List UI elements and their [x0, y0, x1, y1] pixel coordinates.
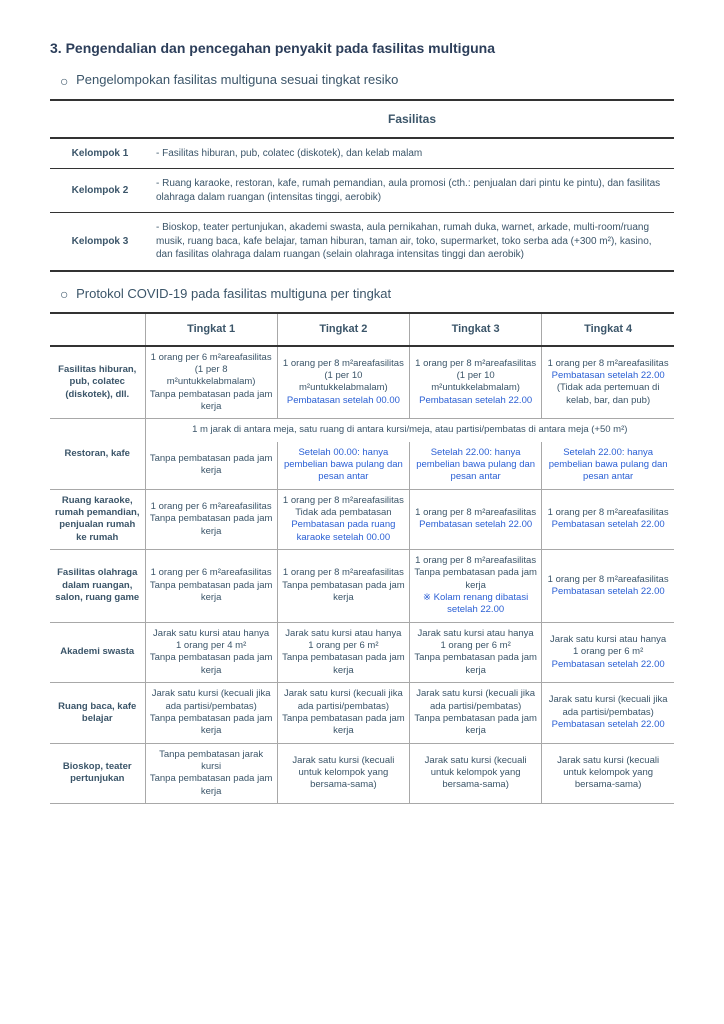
group-text: - Fasilitas hiburan, pub, colatec (disko…	[150, 138, 674, 169]
cell: Jarak satu kursi atau hanya 1 orang per …	[542, 622, 674, 682]
cell: Jarak satu kursi (kecuali untuk kelompok…	[410, 743, 542, 803]
row-label: Fasilitas hiburan, pub, colatec (diskote…	[50, 346, 145, 419]
col-header: Tingkat 3	[410, 313, 542, 345]
col-header	[50, 313, 145, 345]
subsection-2-text: Protokol COVID-19 pada fasilitas multigu…	[76, 286, 391, 301]
cell: 1 orang per 6 m²areafasilitas (1 per 8 m…	[145, 346, 277, 419]
row-label: Ruang baca, kafe belajar	[50, 683, 145, 743]
row-label: Bioskop, teater pertunjukan	[50, 743, 145, 803]
section-number: 3.	[50, 40, 62, 56]
col-header: Tingkat 2	[277, 313, 409, 345]
cell: 1 orang per 6 m²areafasilitasTanpa pemba…	[145, 489, 277, 549]
cell: 1 orang per 8 m²areafasilitasPembatasan …	[410, 489, 542, 549]
table1-header: Fasilitas	[150, 100, 674, 138]
cell: Jarak satu kursi (kecuali jika ada parti…	[277, 683, 409, 743]
cell: 1 orang per 8 m²areafasilitas (1 per 10 …	[277, 346, 409, 419]
cell: Jarak satu kursi atau hanya 1 orang per …	[145, 622, 277, 682]
cell: Jarak satu kursi (kecuali untuk kelompok…	[277, 743, 409, 803]
cell: Jarak satu kursi atau hanya 1 orang per …	[277, 622, 409, 682]
col-header: Tingkat 4	[542, 313, 674, 345]
row-label: Restoran, kafe	[50, 419, 145, 489]
table1-empty-header	[50, 100, 150, 138]
cell: Tanpa pembatasan pada jam kerja	[145, 442, 277, 490]
section-title: 3. Pengendalian dan pencegahan penyakit …	[50, 40, 674, 56]
cell: 1 orang per 8 m²areafasilitasPembatasan …	[542, 346, 674, 419]
cell: Jarak satu kursi (kecuali jika ada parti…	[410, 683, 542, 743]
group-label: Kelompok 2	[50, 169, 150, 213]
grouping-table: Fasilitas Kelompok 1 - Fasilitas hiburan…	[50, 99, 674, 272]
group-label: Kelompok 3	[50, 213, 150, 271]
cell: 1 orang per 8 m²areafasilitasPembatasan …	[542, 550, 674, 623]
col-header: Tingkat 1	[145, 313, 277, 345]
protocol-table: Tingkat 1 Tingkat 2 Tingkat 3 Tingkat 4 …	[50, 312, 674, 804]
cell: 1 orang per 8 m²areafasilitas Tidak ada …	[277, 489, 409, 549]
row-label: Ruang karaoke, rumah pemandian, penjuala…	[50, 489, 145, 549]
cell: Setelah 22.00: hanya pembelian bawa pula…	[410, 442, 542, 490]
cell: Jarak satu kursi (kecuali jika ada parti…	[145, 683, 277, 743]
row-label: Fasilitas olahraga dalam ruangan, salon,…	[50, 550, 145, 623]
cell: Setelah 00.00: hanya pembelian bawa pula…	[277, 442, 409, 490]
cell: 1 orang per 6 m²areafasilitasTanpa pemba…	[145, 550, 277, 623]
group-text: - Ruang karaoke, restoran, kafe, rumah p…	[150, 169, 674, 213]
cell: 1 orang per 8 m²areafasilitas (1 per 10 …	[410, 346, 542, 419]
span-cell: 1 m jarak di antara meja, satu ruang di …	[145, 419, 674, 442]
cell: 1 orang per 8 m²areafasilitasTanpa pemba…	[277, 550, 409, 623]
bullet-icon: ○	[60, 286, 68, 302]
subsection-1-text: Pengelompokan fasilitas multiguna sesuai…	[76, 72, 398, 87]
subsection-1-title: ○ Pengelompokan fasilitas multiguna sesu…	[60, 72, 674, 89]
row-label: Akademi swasta	[50, 622, 145, 682]
cell: Jarak satu kursi (kecuali untuk kelompok…	[542, 743, 674, 803]
cell: Tanpa pembatasan jarak kursiTanpa pembat…	[145, 743, 277, 803]
bullet-icon: ○	[60, 73, 68, 89]
cell: 1 orang per 8 m²areafasilitas Tanpa pemb…	[410, 550, 542, 623]
section-title-text: Pengendalian dan pencegahan penyakit pad…	[66, 40, 495, 56]
cell: Setelah 22.00: hanya pembelian bawa pula…	[542, 442, 674, 490]
subsection-2-title: ○ Protokol COVID-19 pada fasilitas multi…	[60, 286, 674, 303]
cell: Jarak satu kursi (kecuali jika ada parti…	[542, 683, 674, 743]
group-text: - Bioskop, teater pertunjukan, akademi s…	[150, 213, 674, 271]
group-label: Kelompok 1	[50, 138, 150, 169]
cell: Jarak satu kursi atau hanya 1 orang per …	[410, 622, 542, 682]
cell: 1 orang per 8 m²areafasilitasPembatasan …	[542, 489, 674, 549]
